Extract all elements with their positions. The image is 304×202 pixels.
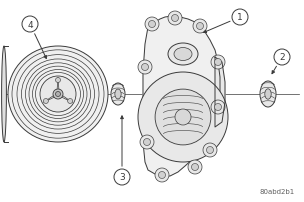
Ellipse shape bbox=[2, 47, 6, 142]
Polygon shape bbox=[215, 58, 225, 127]
Circle shape bbox=[138, 73, 228, 162]
Circle shape bbox=[203, 143, 217, 157]
Circle shape bbox=[155, 90, 211, 145]
Circle shape bbox=[143, 139, 150, 146]
Ellipse shape bbox=[40, 77, 76, 113]
Circle shape bbox=[140, 135, 154, 149]
Circle shape bbox=[67, 99, 73, 104]
Text: 3: 3 bbox=[119, 173, 125, 182]
Circle shape bbox=[206, 147, 213, 154]
Polygon shape bbox=[143, 17, 220, 176]
Circle shape bbox=[53, 89, 63, 100]
Circle shape bbox=[155, 168, 169, 182]
Circle shape bbox=[196, 23, 203, 30]
Circle shape bbox=[188, 160, 202, 174]
Ellipse shape bbox=[265, 89, 271, 100]
Ellipse shape bbox=[8, 47, 108, 142]
Circle shape bbox=[171, 15, 178, 22]
Circle shape bbox=[158, 172, 165, 179]
Circle shape bbox=[175, 109, 191, 125]
Text: 1: 1 bbox=[237, 14, 243, 22]
Circle shape bbox=[211, 101, 225, 115]
Circle shape bbox=[211, 56, 225, 70]
Ellipse shape bbox=[111, 84, 125, 105]
Text: 80abd2b1: 80abd2b1 bbox=[260, 188, 295, 194]
Ellipse shape bbox=[174, 48, 192, 61]
Text: 2: 2 bbox=[279, 53, 285, 62]
Ellipse shape bbox=[260, 82, 276, 107]
Circle shape bbox=[192, 164, 199, 171]
Circle shape bbox=[138, 61, 152, 75]
Circle shape bbox=[43, 99, 48, 104]
Circle shape bbox=[215, 104, 222, 111]
Circle shape bbox=[215, 59, 222, 66]
Text: 4: 4 bbox=[27, 20, 33, 29]
Circle shape bbox=[56, 92, 60, 97]
Circle shape bbox=[145, 18, 159, 32]
Ellipse shape bbox=[115, 90, 121, 99]
Circle shape bbox=[148, 21, 156, 28]
Circle shape bbox=[193, 20, 207, 34]
Circle shape bbox=[168, 12, 182, 26]
Circle shape bbox=[56, 78, 60, 83]
Circle shape bbox=[141, 64, 148, 71]
Ellipse shape bbox=[168, 44, 198, 66]
